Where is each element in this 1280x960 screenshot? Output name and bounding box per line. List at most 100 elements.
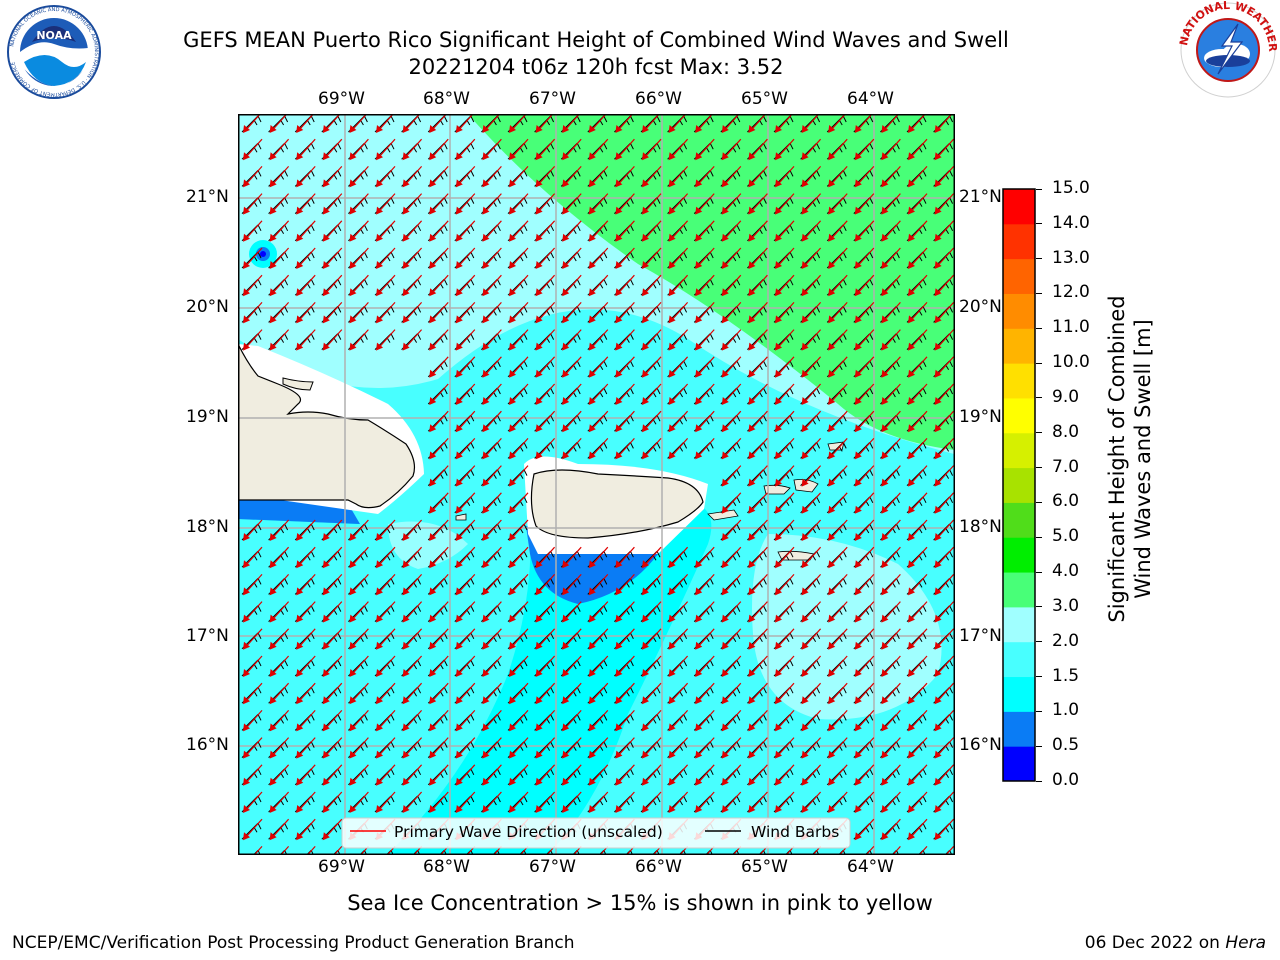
wave-direction-arrow <box>429 737 449 759</box>
wave-direction-arrow <box>668 709 689 732</box>
wave-zone-1-1.5 <box>388 504 712 854</box>
colorbar-band <box>1003 467 1035 503</box>
footer-branch: NCEP/EMC/Verification Post Processing Pr… <box>12 933 575 953</box>
wave-direction-arrow <box>535 301 556 324</box>
wave-direction-arrow <box>482 247 502 269</box>
wave-direction-arrow <box>748 737 768 759</box>
wave-direction-arrow <box>482 437 502 460</box>
wave-direction-arrow <box>721 573 742 596</box>
wave-direction-arrow <box>322 301 343 324</box>
wave-direction-arrow <box>721 601 742 623</box>
wave-direction-arrow <box>455 437 476 460</box>
wave-direction-arrow <box>562 274 582 297</box>
footer-date: 06 Dec 2022 on Hera <box>1085 933 1266 953</box>
wave-direction-arrow <box>376 737 396 759</box>
wave-direction-arrow <box>748 682 768 705</box>
wave-direction-arrow <box>775 709 795 732</box>
wave-direction-arrow <box>322 247 343 269</box>
colorbar-band <box>1003 293 1035 329</box>
wave-direction-arrow <box>322 682 343 705</box>
wave-direction-arrow <box>801 274 822 297</box>
wave-direction-arrow <box>775 519 795 541</box>
wave-direction-arrow <box>721 138 742 161</box>
wave-direction-arrow <box>908 737 928 759</box>
wave-direction-arrow <box>429 519 449 541</box>
wave-direction-arrow <box>349 709 369 732</box>
wave-direction-arrow <box>695 628 715 650</box>
wave-direction-arrow <box>748 492 768 514</box>
wave-direction-arrow <box>775 329 795 351</box>
wave-direction-arrow <box>269 193 290 215</box>
wave-direction-arrow <box>748 628 768 650</box>
wave-direction-arrow <box>509 437 529 460</box>
wave-direction-arrow <box>243 193 263 215</box>
wave-direction-arrow <box>748 519 768 541</box>
wave-direction-arrow <box>482 628 502 650</box>
wave-direction-arrow <box>934 791 954 813</box>
wave-direction-arrow <box>945 845 954 854</box>
colorbar-tick-label: 14.0 <box>1052 212 1090 233</box>
wave-direction-arrow <box>509 709 529 732</box>
wave-direction-arrow <box>695 165 715 188</box>
wave-direction-arrow <box>376 682 396 705</box>
wave-direction-arrow <box>748 301 768 324</box>
wave-direction-arrow <box>376 329 396 351</box>
wave-direction-arrow <box>668 546 689 569</box>
colorbar-tick-label: 8.0 <box>1052 421 1080 442</box>
wave-direction-arrow <box>482 492 502 514</box>
wave-direction-arrow <box>588 737 609 759</box>
wave-direction-arrow <box>695 764 715 786</box>
wave-direction-arrow <box>482 601 502 623</box>
wave-direction-arrow <box>349 220 369 242</box>
wave-height-map: Primary Wave Direction (unscaled) Wind B… <box>238 114 955 855</box>
wave-direction-arrow <box>269 764 290 786</box>
colorbar-band <box>1003 397 1035 434</box>
wave-direction-arrow <box>801 546 822 569</box>
wave-direction-arrow <box>828 546 848 569</box>
wave-direction-arrow <box>467 845 476 854</box>
wave-direction-arrow <box>429 220 449 242</box>
wave-direction-arrow <box>934 301 954 324</box>
wave-direction-arrow <box>642 628 662 650</box>
wave-direction-arrow <box>482 737 502 759</box>
wave-direction-arrow <box>908 220 928 242</box>
wave-direction-arrow <box>455 274 476 297</box>
wave-direction-arrow <box>455 682 476 705</box>
wave-direction-arrow <box>881 601 901 623</box>
colorbar-tick-label: 4.0 <box>1052 561 1080 582</box>
wave-direction-arrow <box>854 301 875 324</box>
wave-direction-arrow <box>721 492 742 514</box>
lon-label-bottom-65w: 65°W <box>741 857 788 877</box>
wave-direction-arrow <box>535 410 556 433</box>
wave-direction-arrow <box>615 274 635 297</box>
wave-direction-arrow <box>721 764 742 786</box>
wave-direction-arrow <box>296 709 316 732</box>
wave-direction-arrow <box>854 492 875 514</box>
wave-direction-arrow <box>322 601 343 623</box>
wave-direction-arrow <box>562 410 582 433</box>
wave-direction-arrow <box>642 356 662 378</box>
wave-direction-arrow <box>908 546 928 569</box>
wave-direction-arrow <box>854 356 875 378</box>
wave-direction-arrow <box>748 709 768 732</box>
wave-direction-arrow <box>748 573 768 596</box>
wave-direction-arrow <box>721 410 742 433</box>
wave-direction-arrow <box>642 573 662 596</box>
wave-direction-arrow <box>854 709 875 732</box>
wave-direction-arrow <box>296 247 316 269</box>
wave-direction-arrow <box>642 791 662 813</box>
wave-direction-arrow <box>881 546 901 569</box>
wave-direction-arrow <box>721 383 742 405</box>
wave-direction-arrow <box>908 601 928 623</box>
colorbar <box>1002 188 1036 782</box>
wave-direction-arrow <box>535 138 556 161</box>
noaa-logo-text: NOAA <box>36 29 72 42</box>
wave-direction-arrow <box>535 274 556 297</box>
wave-direction-arrow <box>775 492 795 514</box>
land-hispaniola <box>238 343 416 509</box>
colorbar-title: Significant Height of Combined Wind Wave… <box>1104 279 1156 639</box>
wave-direction-arrow <box>908 573 928 596</box>
colorbar-tick-mark <box>1036 397 1042 399</box>
wave-direction-arrow <box>668 193 689 215</box>
wave-direction-arrow <box>828 301 848 324</box>
